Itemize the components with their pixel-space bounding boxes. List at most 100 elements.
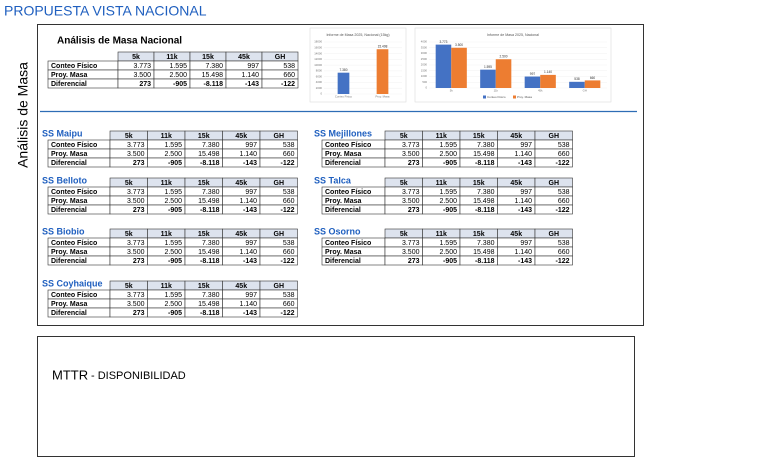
row-label: Diferencial bbox=[51, 160, 87, 167]
cell-value: 997 bbox=[520, 189, 532, 196]
cell-value: 1.140 bbox=[514, 198, 532, 205]
column-header: GH bbox=[274, 133, 285, 140]
cell-value: 2.500 bbox=[164, 301, 182, 308]
cell-value: -8.118 bbox=[475, 160, 495, 167]
station-name: SS Mejillones bbox=[314, 128, 372, 138]
x-tick-label: Conteo Físico bbox=[335, 95, 353, 99]
y-tick-label: 1500 bbox=[421, 68, 428, 72]
data-label: 3.500 bbox=[455, 43, 463, 47]
cell-value: 997 bbox=[245, 189, 257, 196]
column-header: GH bbox=[274, 283, 285, 290]
data-label: 660 bbox=[590, 76, 596, 80]
row-label: Proy. Masa bbox=[51, 249, 88, 256]
data-label: 15.498 bbox=[378, 45, 388, 49]
column-header: 11k bbox=[436, 133, 447, 140]
cell-value: 660 bbox=[283, 151, 295, 158]
cell-value: -143 bbox=[518, 160, 532, 167]
cell-value: -8.118 bbox=[475, 258, 495, 265]
cell-value: 3.773 bbox=[127, 240, 145, 247]
row-label: Proy. Masa bbox=[325, 249, 362, 256]
cell-value: 3.773 bbox=[402, 240, 420, 247]
column-header: 15k bbox=[473, 180, 485, 187]
cell-value: -905 bbox=[443, 160, 457, 167]
cell-value: 538 bbox=[558, 240, 570, 247]
column-header: 11k bbox=[161, 283, 172, 290]
bar bbox=[480, 69, 496, 88]
cell-value: 273 bbox=[133, 258, 145, 265]
value-cell bbox=[534, 157, 573, 168]
station-name: SS Belloto bbox=[42, 175, 88, 185]
column-header: 15k bbox=[473, 231, 485, 238]
cell-value: -905 bbox=[443, 258, 457, 265]
cell-value: 997 bbox=[247, 63, 259, 70]
value-cell bbox=[259, 204, 298, 215]
cell-value: 1.595 bbox=[439, 240, 457, 247]
column-header: 5k bbox=[400, 231, 408, 238]
column-header: 45k bbox=[510, 231, 522, 238]
y-tick-label: 8000 bbox=[316, 69, 323, 73]
cell-value: -8.118 bbox=[200, 258, 220, 265]
cell-value: 273 bbox=[133, 207, 145, 214]
column-header: 11k bbox=[436, 231, 447, 238]
value-cell bbox=[261, 78, 299, 89]
cell-value: 2.500 bbox=[164, 198, 182, 205]
cell-value: 1.140 bbox=[239, 249, 257, 256]
cell-value: 273 bbox=[408, 160, 420, 167]
bar bbox=[584, 80, 601, 88]
bar bbox=[524, 76, 541, 88]
cell-value: -905 bbox=[168, 310, 182, 317]
cell-value: -122 bbox=[281, 81, 295, 88]
value-cell bbox=[534, 204, 573, 215]
cell-value: -143 bbox=[518, 207, 532, 214]
cell-value: 2.500 bbox=[169, 72, 187, 79]
row-label: Proy. Masa bbox=[51, 72, 88, 79]
cell-value: 2.500 bbox=[439, 151, 457, 158]
cell-value: 1.595 bbox=[164, 240, 182, 247]
column-header: 5k bbox=[125, 283, 133, 290]
cell-value: 538 bbox=[283, 63, 295, 70]
y-tick-label: 18000 bbox=[314, 40, 322, 44]
cell-value: 997 bbox=[245, 292, 257, 299]
y-tick-label: 12000 bbox=[314, 57, 322, 61]
cell-value: 7.380 bbox=[202, 292, 220, 299]
cell-value: -8.118 bbox=[200, 310, 220, 317]
section-label: Análisis de Masa bbox=[15, 62, 31, 168]
cell-value: -8.118 bbox=[204, 81, 224, 88]
cell-value: -905 bbox=[173, 81, 187, 88]
cell-value: 1.140 bbox=[241, 72, 259, 79]
cell-value: -122 bbox=[280, 258, 294, 265]
cell-value: 997 bbox=[245, 240, 257, 247]
column-header: 5k bbox=[125, 180, 133, 187]
cell-value: 3.500 bbox=[402, 249, 420, 256]
cell-value: 1.140 bbox=[514, 151, 532, 158]
column-header: 45k bbox=[235, 283, 247, 290]
column-header: 5k bbox=[125, 231, 133, 238]
y-tick-label: 1000 bbox=[421, 74, 428, 78]
column-header: 45k bbox=[510, 133, 522, 140]
cell-value: 15.498 bbox=[198, 151, 220, 158]
column-header: GH bbox=[275, 54, 286, 61]
cell-value: -143 bbox=[245, 81, 259, 88]
y-tick-label: 3500 bbox=[421, 45, 428, 49]
chart-title: Informe de Masa 2025, Nacional (15kg) bbox=[326, 33, 389, 37]
cell-value: 7.380 bbox=[205, 63, 223, 70]
cell-value: 15.498 bbox=[202, 72, 224, 79]
column-header: 5k bbox=[125, 133, 133, 140]
cell-value: 1.140 bbox=[239, 198, 257, 205]
column-header: 11k bbox=[166, 54, 177, 61]
cell-value: 3.500 bbox=[127, 249, 145, 256]
cell-value: 273 bbox=[133, 160, 145, 167]
cell-value: 1.140 bbox=[239, 151, 257, 158]
cell-value: -122 bbox=[555, 207, 569, 214]
cell-value: 273 bbox=[133, 310, 145, 317]
cell-value: -8.118 bbox=[200, 207, 220, 214]
legend-swatch bbox=[483, 95, 486, 99]
column-header: 11k bbox=[436, 180, 447, 187]
data-label: 7.380 bbox=[340, 68, 348, 72]
cell-value: 1.595 bbox=[439, 142, 457, 149]
chart-title: Informe de Masa 2025, Nacional bbox=[487, 33, 539, 37]
legend-label: Proy. Masa bbox=[517, 95, 532, 99]
bar bbox=[376, 49, 389, 94]
cell-value: 15.498 bbox=[473, 151, 495, 158]
data-label: 1.595 bbox=[484, 65, 492, 69]
